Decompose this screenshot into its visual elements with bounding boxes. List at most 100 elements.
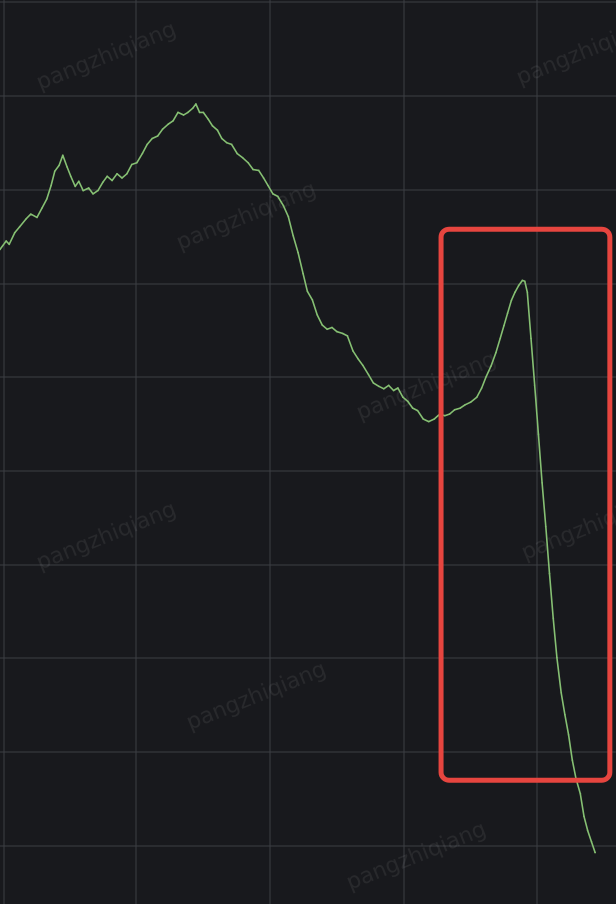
data-point [567, 734, 570, 736]
data-point [464, 403, 466, 406]
data-point [18, 225, 21, 228]
data-point [156, 135, 159, 137]
data-point [526, 291, 529, 294]
data-point [311, 298, 314, 301]
data-point [92, 193, 94, 195]
data-point [262, 177, 265, 179]
data-point [459, 407, 462, 409]
data-point [36, 216, 38, 219]
data-point [0, 248, 1, 251]
data-point [276, 195, 279, 198]
watermark-text: pangzhiqiang [173, 177, 320, 256]
data-point [372, 382, 375, 384]
data-point [287, 215, 290, 218]
data-point [387, 384, 390, 387]
data-point [506, 312, 509, 315]
watermark-text: pangzhiqiang [518, 487, 616, 566]
data-point [297, 251, 299, 254]
data-point [416, 409, 419, 412]
data-point [172, 119, 175, 122]
data-point [66, 166, 68, 168]
data-point [503, 324, 505, 327]
data-point [517, 284, 520, 287]
watermark-text: pangzhiqiang [343, 817, 490, 896]
series-points [0, 103, 596, 854]
data-point [564, 713, 566, 716]
data-point [523, 280, 526, 283]
data-point [167, 123, 170, 126]
data-point [177, 111, 179, 114]
data-point [146, 143, 149, 146]
watermark-text: pangzhiqiang [33, 497, 180, 576]
data-point [316, 314, 319, 316]
data-point [392, 389, 395, 392]
data-point [352, 350, 354, 352]
data-point [53, 170, 56, 173]
data-point [257, 169, 260, 172]
data-point [530, 337, 532, 340]
data-point [590, 840, 593, 843]
data-point [61, 154, 64, 157]
data-point [521, 279, 524, 282]
data-point [583, 815, 585, 818]
data-point [411, 407, 414, 409]
data-point [74, 185, 77, 188]
data-point [252, 168, 255, 171]
watermark-text: pangzhiqiang [33, 17, 180, 96]
data-point [8, 243, 11, 246]
data-point [346, 335, 349, 337]
data-point [495, 351, 497, 354]
data-point [211, 125, 214, 127]
data-point [382, 387, 385, 390]
data-point [556, 656, 558, 659]
data-point [187, 111, 189, 114]
data-point [480, 387, 483, 389]
data-point [230, 143, 233, 146]
data-point [272, 193, 274, 195]
data-point [69, 175, 72, 178]
data-point [537, 433, 540, 436]
watermark-text: pangzhiqiang [183, 657, 330, 736]
data-point [141, 152, 144, 155]
data-point [548, 572, 551, 575]
data-point [341, 332, 344, 335]
data-point [331, 326, 333, 329]
data-point [533, 384, 536, 387]
data-point [247, 161, 250, 164]
data-point [475, 396, 478, 399]
highlight-rectangle [438, 226, 613, 783]
data-point [87, 187, 90, 189]
series-line [0, 103, 596, 854]
data-point [326, 328, 328, 331]
data-point [58, 164, 60, 167]
data-point [182, 114, 185, 116]
data-point [191, 107, 194, 110]
data-point [102, 181, 104, 184]
data-point [306, 290, 309, 293]
data-point [485, 376, 487, 378]
data-point [453, 408, 456, 411]
data-point [469, 401, 472, 404]
data-point [594, 851, 596, 854]
data-point [25, 218, 27, 221]
data-point [571, 759, 574, 761]
data-point [121, 177, 123, 179]
data-point [82, 189, 85, 192]
data-point [207, 118, 210, 121]
data-point [357, 357, 359, 360]
watermark-layer: pangzhiqiang pangzhiqiang pangzhiqiang pang… [33, 12, 616, 896]
data-point [5, 240, 8, 242]
data-point [321, 324, 324, 326]
data-point [29, 213, 32, 216]
data-point [448, 413, 451, 415]
data-point [541, 482, 543, 484]
data-point [427, 420, 430, 423]
data-point [220, 137, 223, 140]
data-point [41, 207, 43, 210]
data-point [151, 137, 154, 140]
data-point [135, 161, 138, 164]
data-point [514, 291, 516, 294]
